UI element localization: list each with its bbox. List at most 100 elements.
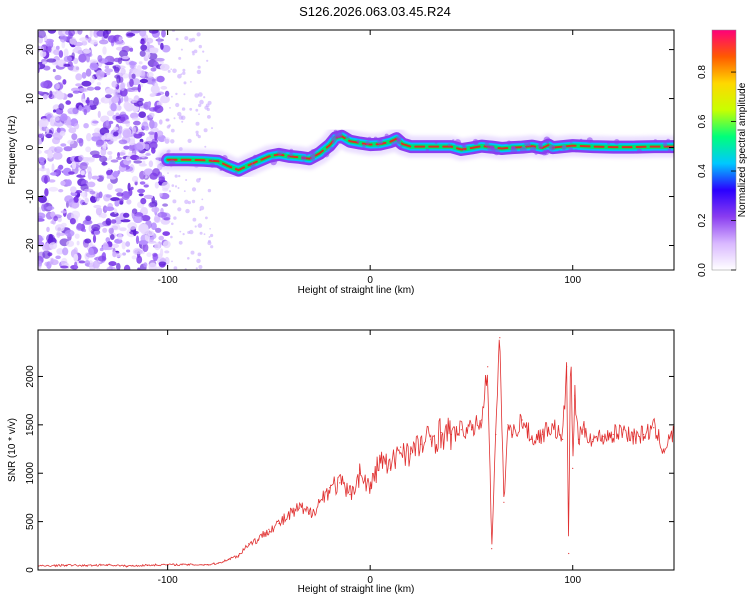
ridge-blob xyxy=(332,141,335,144)
ridge-blob xyxy=(305,153,308,156)
noise-dot xyxy=(191,37,196,42)
snr-point xyxy=(632,435,635,438)
noise-dot xyxy=(173,117,176,120)
noise-speckle xyxy=(47,45,52,53)
noise-speckle xyxy=(146,252,152,258)
noise-dot xyxy=(210,245,214,249)
ridge-blob xyxy=(666,138,671,143)
noise-dot xyxy=(171,260,173,263)
colorbar-ticks: 0.0 0.2 0.4 0.6 0.8 xyxy=(697,65,736,277)
snr-series xyxy=(38,330,674,568)
snr-point xyxy=(248,543,250,545)
snr-point xyxy=(329,487,331,489)
ridge-blob xyxy=(586,137,593,144)
noise-speckle xyxy=(108,120,114,125)
noise-speckle xyxy=(138,193,144,197)
noise-dot xyxy=(206,59,209,62)
noise-speckle xyxy=(141,121,149,130)
snr-point xyxy=(227,558,229,561)
noise-dot xyxy=(190,250,195,255)
snr-point xyxy=(420,443,422,445)
noise-speckle xyxy=(75,73,83,81)
noise-dot xyxy=(183,93,186,96)
noise-speckle xyxy=(53,109,57,113)
noise-dot xyxy=(177,111,182,117)
ridge-blob xyxy=(329,146,335,152)
noise-speckle xyxy=(38,212,46,220)
noise-speckle xyxy=(85,215,92,222)
noise-speckle xyxy=(106,71,111,76)
noise-dot xyxy=(168,190,171,193)
ridge-blob xyxy=(270,158,277,166)
noise-speckle xyxy=(66,240,75,247)
noise-speckle xyxy=(113,126,119,131)
noise-speckle xyxy=(51,163,55,173)
ridge-blob xyxy=(377,145,380,148)
snr-point xyxy=(507,424,509,426)
snr-point xyxy=(531,438,533,440)
noise-speckle xyxy=(93,204,102,209)
noise-dot xyxy=(202,50,205,53)
noise-dot xyxy=(195,121,200,126)
noise-dot xyxy=(182,233,185,236)
noise-dot xyxy=(174,174,178,178)
noise-speckle xyxy=(143,184,149,188)
noise-speckle xyxy=(165,118,170,122)
noise-speckle xyxy=(73,253,79,262)
noise-speckle xyxy=(46,58,57,63)
noise-speckle xyxy=(72,65,80,73)
snr-point xyxy=(389,467,391,469)
ridge-blob xyxy=(333,129,338,134)
noise-speckle xyxy=(130,86,140,92)
ridge-blob xyxy=(346,135,350,139)
noise-speckle xyxy=(157,36,161,46)
ridge-blob xyxy=(399,145,403,148)
snr-point xyxy=(187,564,189,566)
noise-speckle xyxy=(152,168,161,177)
ridge-blob xyxy=(323,151,330,158)
noise-speckle xyxy=(115,115,121,120)
noise-speckle xyxy=(139,50,146,57)
noise-speckle xyxy=(63,63,71,67)
noise-speckle xyxy=(64,195,74,203)
noise-dot xyxy=(185,208,190,214)
noise-dot xyxy=(209,228,211,230)
snr-point xyxy=(318,501,321,503)
snr-point xyxy=(339,482,341,484)
ridge-blob xyxy=(425,148,430,153)
noise-speckle xyxy=(107,183,113,191)
snr-point xyxy=(369,488,371,490)
noise-speckle xyxy=(75,83,82,87)
noise-speckle xyxy=(123,145,130,150)
noise-dot xyxy=(196,258,201,264)
noise-speckle xyxy=(81,157,90,162)
noise-speckle xyxy=(72,161,77,170)
snr-point xyxy=(450,433,452,436)
noise-dot xyxy=(184,36,189,41)
noise-speckle xyxy=(45,41,54,47)
noise-speckle xyxy=(126,199,132,205)
noise-dot xyxy=(198,113,200,115)
noise-speckle xyxy=(59,34,67,43)
noise-speckle xyxy=(58,103,65,111)
noise-speckle xyxy=(114,188,124,193)
noise-dot xyxy=(171,184,175,187)
noise-speckle xyxy=(92,260,100,269)
noise-dot xyxy=(207,188,212,193)
noise-dot xyxy=(195,130,199,134)
noise-speckle xyxy=(125,156,131,161)
noise-speckle xyxy=(86,86,95,91)
snr-point xyxy=(663,448,665,450)
noise-speckle xyxy=(42,61,47,65)
ridge-blob xyxy=(302,161,306,165)
noise-dot xyxy=(197,223,203,228)
ridge-blob xyxy=(250,164,256,169)
ridge-blob xyxy=(234,171,238,175)
noise-dot xyxy=(192,52,195,56)
noise-dot xyxy=(192,217,197,222)
ridge-blob xyxy=(331,135,337,142)
snr-point xyxy=(511,433,513,436)
snr-point xyxy=(430,438,432,440)
